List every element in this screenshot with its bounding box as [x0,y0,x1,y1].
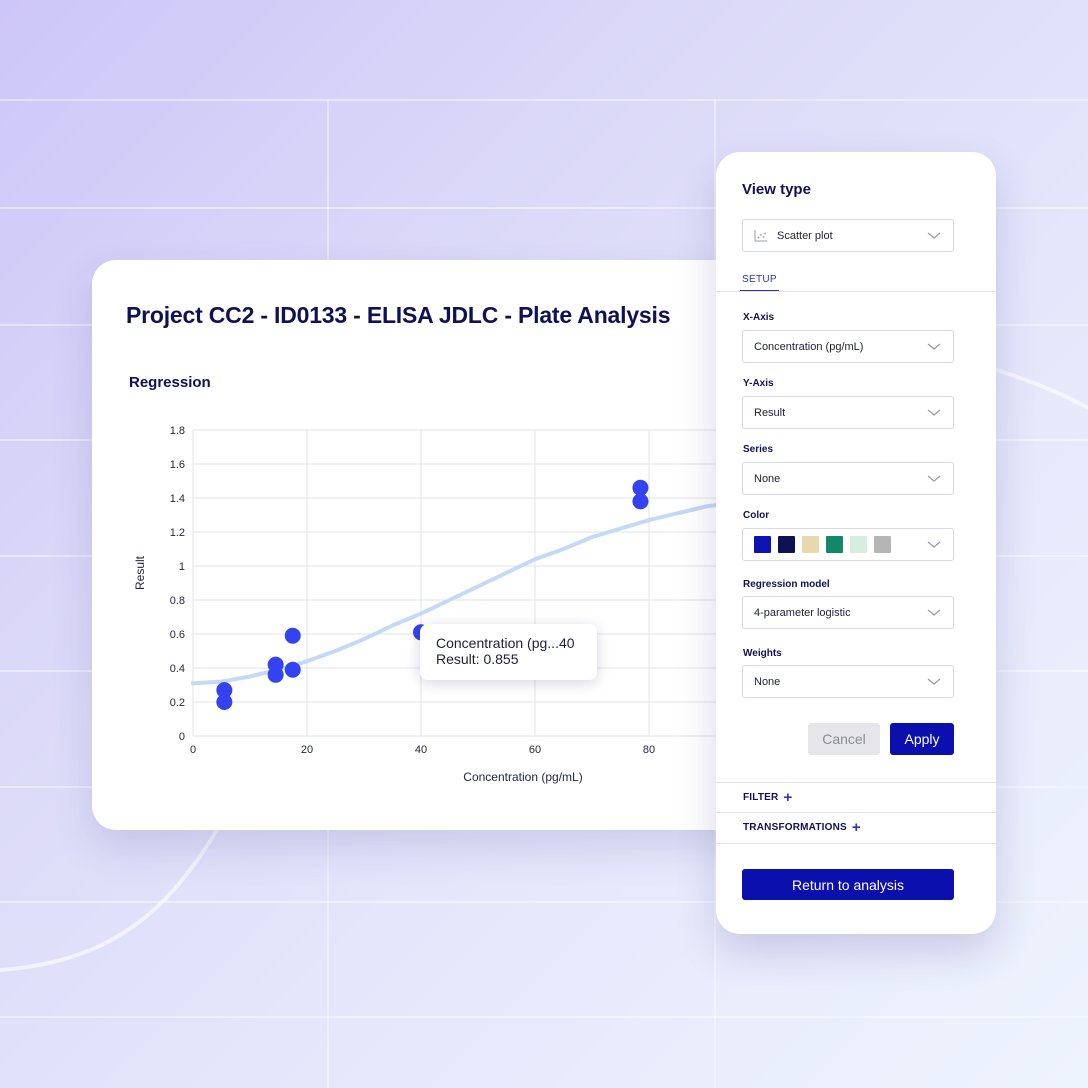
plus-icon: + [851,818,861,836]
section-divider [716,812,996,813]
page-title: Project CC2 - ID0133 - ELISA JDLC - Plat… [126,302,671,328]
color-swatch [754,536,771,553]
y-axis-select[interactable]: Result [742,396,954,429]
x-axis-select[interactable]: Concentration (pg/mL) [742,330,954,363]
section-divider [716,843,996,844]
x-tick-label: 80 [643,744,655,756]
data-point [632,479,649,496]
weights-label: Weights [743,648,782,659]
plus-icon: + [783,788,793,806]
chart-tooltip: Concentration (pg...40 Result: 0.855 [420,624,597,680]
y-tick-label: 1.2 [170,527,185,539]
weights-select[interactable]: None [742,665,954,698]
regression-model-label: Regression model [743,579,830,590]
color-swatch [802,536,819,553]
x-axis-title: Concentration (pg/mL) [463,770,582,784]
color-swatch [850,536,867,553]
chart-card: Project CC2 - ID0133 - ELISA JDLC - Plat… [92,260,752,830]
color-swatch [778,536,795,553]
return-to-analysis-button[interactable]: Return to analysis [742,869,954,900]
x-axis-label: X-Axis [743,312,775,323]
regression-model-value: 4-parameter logistic [754,606,851,619]
x-tick-label: 40 [415,744,427,756]
x-tick-label: 0 [190,744,196,756]
y-axis-title: Result [133,555,147,590]
filter-label: FILTER [743,792,779,803]
y-tick-label: 1.6 [170,459,185,471]
tooltip-line-y: Result: 0.855 [436,651,519,667]
y-tick-label: 0.4 [170,663,185,675]
view-type-select[interactable]: Scatter plot [742,219,954,252]
color-swatches [754,536,891,553]
section-divider [716,782,996,783]
chevron-down-icon [927,475,941,482]
transformations-expander[interactable]: TRANSFORMATIONS + [743,818,861,836]
chevron-down-icon [927,343,941,350]
y-tick-label: 0.2 [170,697,185,709]
data-point [216,682,233,699]
y-tick-label: 0.6 [170,629,185,641]
chevron-down-icon [927,678,941,685]
tab-setup[interactable]: SETUP [740,274,779,292]
tooltip-line-x: Concentration (pg...40 [436,635,575,651]
regression-curve [191,502,720,686]
view-settings-panel: View type Scatter plot SETUP X-Axis Conc… [716,152,996,934]
y-tick-label: 1.4 [170,493,185,505]
chevron-down-icon [927,609,941,616]
data-point [216,694,233,710]
y-tick-label: 0 [179,731,185,743]
x-tick-label: 20 [301,744,313,756]
x-axis-value: Concentration (pg/mL) [754,340,864,353]
data-point [284,627,301,644]
chevron-down-icon [927,541,941,548]
weights-value: None [754,675,781,688]
scatter-chart: 0 0.2 0.4 0.6 0.8 1 1.2 1.4 1.6 1.8 0 20 40 60 80 Conce… [133,425,752,784]
color-swatch [874,536,891,553]
regression-model-select[interactable]: 4-parameter logistic [742,596,954,629]
y-axis-label: Y-Axis [743,378,774,389]
y-axis-value: Result [754,406,786,419]
chevron-down-icon [927,409,941,416]
series-label: Series [743,444,774,455]
view-type-value: Scatter plot [777,229,833,242]
panel-title: View type [742,181,811,198]
color-select[interactable] [742,528,954,561]
scatter-plot-icon [754,229,767,241]
apply-button[interactable]: Apply [890,723,954,755]
chevron-down-icon [927,232,941,239]
tab-divider [716,291,996,292]
series-value: None [754,472,781,485]
y-tick-label: 1.8 [170,425,185,437]
y-tick-label: 1 [179,561,185,573]
cancel-button[interactable]: Cancel [808,723,880,755]
data-point [284,661,301,678]
x-tick-label: 60 [529,744,541,756]
data-point [267,666,284,683]
filter-expander[interactable]: FILTER + [743,788,793,806]
transformations-label: TRANSFORMATIONS [743,822,847,833]
color-swatch [826,536,843,553]
y-tick-label: 0.8 [170,595,185,607]
color-label: Color [743,510,770,521]
series-select[interactable]: None [742,462,954,495]
data-point [632,493,649,510]
section-title: Regression [129,374,211,391]
